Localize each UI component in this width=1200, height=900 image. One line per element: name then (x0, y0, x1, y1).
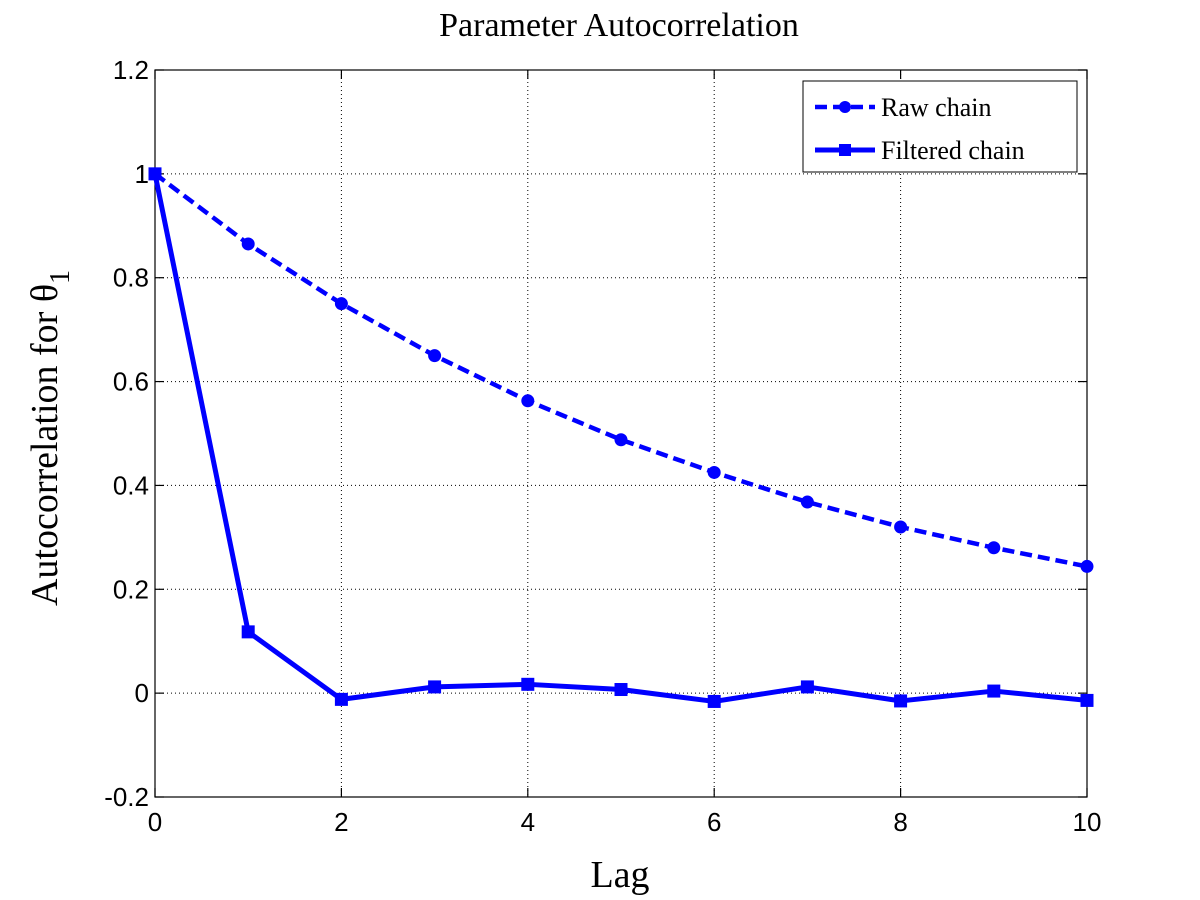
data-point (241, 237, 255, 251)
x-axis-label: Lag (590, 854, 649, 896)
data-point (521, 394, 535, 408)
x-tick-label: 10 (1073, 807, 1102, 837)
y-tick-label: 0.8 (113, 263, 149, 293)
series-line-raw-chain (153, 172, 1088, 569)
legend-label: Filtered chain (881, 136, 1025, 165)
legend-marker (839, 101, 851, 113)
legend-item: Filtered chain (815, 136, 1025, 165)
legend: Raw chain Filtered chain (802, 80, 1078, 173)
x-tick-label: 8 (893, 807, 907, 837)
chart-title: Parameter Autocorrelation (439, 7, 799, 44)
x-tick-label: 0 (148, 807, 162, 837)
data-point (614, 683, 628, 697)
y-axis-label-main: Autocorrelation for θ (24, 284, 66, 606)
y-axis: -0.2 0 0.2 0.4 0.6 0.8 1 1.2 (104, 55, 1087, 812)
data-point (241, 625, 255, 639)
y-axis-label-subscript: 1 (45, 270, 76, 284)
data-point (1080, 693, 1094, 707)
y-tick-label: 1 (135, 159, 149, 189)
y-tick-label: 1.2 (113, 55, 149, 85)
series-layer (148, 167, 1094, 708)
y-tick-label: -0.2 (104, 782, 149, 812)
y-tick-label: 0.4 (113, 470, 149, 500)
grid (155, 70, 1087, 797)
legend-marker (839, 144, 851, 156)
data-point (707, 465, 721, 479)
data-point (334, 692, 348, 706)
data-point (428, 680, 442, 694)
data-point (428, 349, 442, 363)
x-tick-label: 4 (521, 807, 535, 837)
data-point (800, 495, 814, 509)
x-axis: 0 2 4 6 8 10 (148, 70, 1102, 837)
data-point (894, 694, 908, 708)
y-tick-label: 0.6 (113, 367, 149, 397)
data-point (987, 684, 1001, 698)
series-filtered-chain (148, 167, 1094, 708)
legend-box (802, 80, 1078, 173)
y-tick-label: 0.2 (113, 574, 149, 604)
data-point (800, 680, 814, 694)
data-point (987, 541, 1001, 555)
data-point (894, 520, 908, 534)
x-tick-label: 2 (334, 807, 348, 837)
data-point (521, 677, 535, 691)
data-point (614, 433, 628, 447)
data-point (148, 167, 162, 181)
data-point (1080, 559, 1094, 573)
y-tick-label: 0 (135, 678, 149, 708)
x-tick-label: 6 (707, 807, 721, 837)
legend-item: Raw chain (815, 93, 991, 122)
data-point (334, 297, 348, 311)
legend-label: Raw chain (881, 93, 991, 122)
y-axis-label: Autocorrelation for θ1 (24, 270, 76, 606)
data-point (707, 694, 721, 708)
